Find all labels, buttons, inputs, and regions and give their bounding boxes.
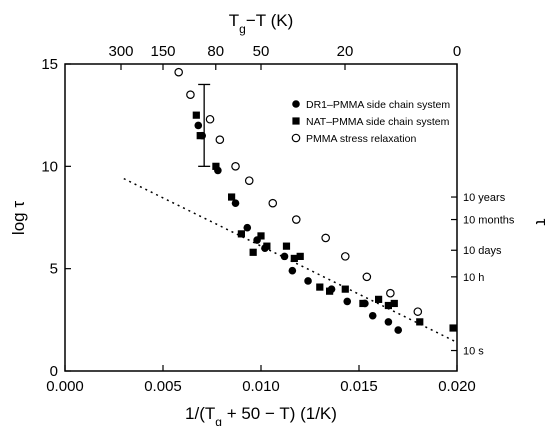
dr1-pmma-point [384,318,393,326]
pmma-stress-point [205,114,215,124]
pmma-stress-point [386,288,395,298]
nat-pmma-point [212,162,220,170]
nat-pmma-point [192,111,200,119]
right-tick-label: 10 h [463,272,484,284]
legend-nat-pmma-label: NAT–PMMA side chain system [306,116,450,128]
pmma-stress-point [413,307,423,316]
x-tick-label: 0.010 [242,378,280,395]
nat-pmma-point [390,299,398,308]
dr1-pmma-point [304,277,312,285]
y-tick-label: 5 [50,261,58,278]
right-tick-label: 10 years [463,192,506,204]
x-tick-label: 0.015 [340,378,378,395]
nat-pmma-point [257,232,265,240]
nat-pmma-point [282,242,291,250]
pmma-stress-point [340,252,350,261]
dr1-pmma-point [243,223,252,232]
dr1-pmma-point [288,266,297,275]
x-axis-title: 1/(Tg + 50 − T) (1/K) [185,404,337,426]
nat-pmma-point [326,287,334,295]
trend-line [123,177,458,344]
y-axis-title: log τ [9,201,28,235]
dr1-pmma-point [343,297,352,306]
nat-pmma-point [237,230,245,238]
top-tick-label: 50 [253,43,270,60]
legend-pmma-stress-label: PMMA stress relaxation [306,133,416,145]
legend-pmma-stress-marker [291,133,301,143]
top-tick-label: 300 [108,43,133,60]
right-tick-label: 10 months [463,215,515,227]
pmma-stress-point [215,135,225,145]
nat-pmma-point [384,301,392,310]
nat-pmma-point [263,242,271,250]
pmma-stress-point [186,90,195,100]
x-tick-label: 0.020 [438,378,476,395]
nat-pmma-point [296,252,304,260]
right-tick-label: 10 days [463,245,502,257]
right-axis-title: τ [532,219,550,226]
top-tick-label: 80 [207,43,224,60]
nat-pmma-point [249,248,257,256]
dr1-pmma-point [368,311,377,320]
right-tick-label: 10 s [463,346,484,358]
top-tick-label: 20 [337,43,354,60]
legend-dr1-pmma-label: DR1–PMMA side chain system [306,99,450,111]
y-tick-label: 15 [41,56,58,73]
x-tick-label: 0.005 [144,378,182,395]
dr1-pmma-point [194,121,203,130]
nat-pmma-point [228,193,236,201]
nat-pmma-point [196,132,204,140]
y-tick-label: 10 [41,158,58,175]
legend: DR1–PMMA side chain system NAT–PMMA side … [291,99,450,145]
nat-pmma-point [375,295,383,303]
pmma-stress-point [321,233,330,243]
pmma-stress-point [362,272,372,282]
pmma-stress-point [174,67,183,77]
pmma-stress-point [291,215,301,224]
top-axis-title: Tg−T (K) [229,11,293,36]
error-bar [198,83,211,167]
top-tick-label: 0 [453,43,461,60]
legend-dr1-pmma-marker [292,100,300,108]
nat-pmma-point [290,254,298,263]
nat-pmma-point [316,283,324,291]
nat-pmma-point [341,285,349,293]
dr1-pmma-point [280,252,289,261]
dr1-pmma-point [394,326,403,334]
top-tick-label: 150 [150,43,175,60]
nat-pmma-point [449,324,457,332]
legend-nat-pmma-marker [292,117,300,125]
dr1-pmma-point [231,199,240,207]
x-tick-label: 0.000 [46,378,84,395]
nat-pmma-point [416,318,424,326]
pmma-stress-point [244,176,254,185]
pmma-stress-point [231,162,240,171]
nat-pmma-point [359,299,367,308]
pmma-stress-point [268,198,278,208]
y-tick-label: 0 [50,363,58,380]
